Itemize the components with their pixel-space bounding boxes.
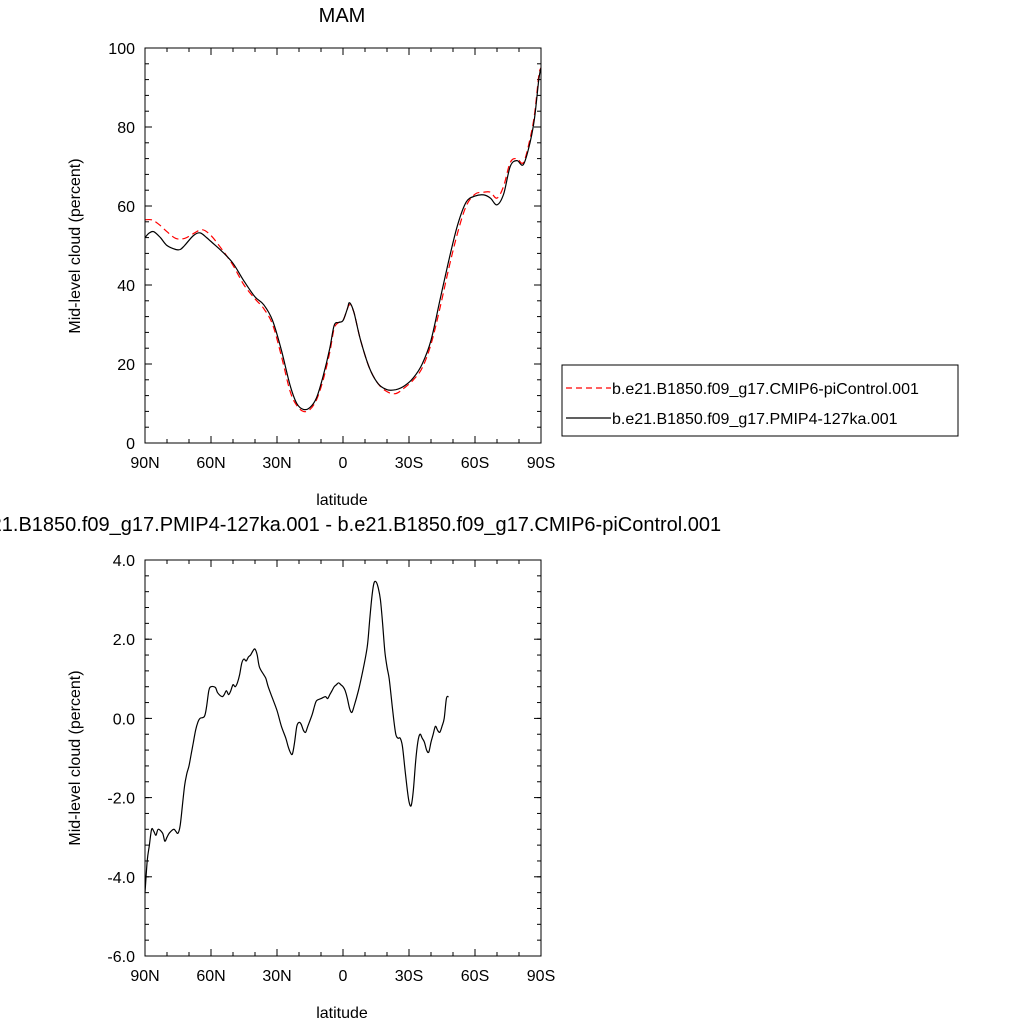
- top-y-tick-label: 20: [117, 357, 135, 374]
- top-panel: MAM latitude Mid-level cloud (percent) 9…: [67, 5, 555, 509]
- top-chart-title: MAM: [319, 5, 366, 27]
- bottom-x-tick-label: 60N: [196, 968, 225, 985]
- top-y-tick-label: 0: [126, 436, 135, 453]
- bottom-y-tick-label: 2.0: [113, 632, 135, 649]
- bottom-chart-title: b.e21.B1850.f09_g17.PMIP4-127ka.001 - b.…: [0, 514, 721, 536]
- legend-label-pmip4: b.e21.B1850.f09_g17.PMIP4-127ka.001: [612, 411, 898, 428]
- legend-box: [561, 364, 959, 437]
- bottom-axes-ticks: 90N 60N 30N 0 30S 60S 90S -6.0 -4.0 -2.0 0.0 2.0 4.0: [107, 553, 555, 985]
- top-y-tick-label: 40: [117, 278, 135, 295]
- top-x-tick-label: 90S: [527, 455, 555, 472]
- bottom-y-tick-label: -6.0: [107, 949, 135, 966]
- bottom-series-layer: [144, 580, 450, 893]
- bottom-y-axis-label: Mid-level cloud (percent): [67, 670, 84, 845]
- bottom-y-tick-label: -2.0: [107, 791, 135, 808]
- top-y-tick-label: 80: [117, 120, 135, 137]
- top-x-tick-label: 60N: [196, 455, 225, 472]
- bottom-y-tick-label: -4.0: [107, 870, 135, 887]
- top-x-tick-label: 90N: [130, 455, 159, 472]
- top-x-tick-label: 0: [339, 455, 348, 472]
- bottom-panel: b.e21.B1850.f09_g17.PMIP4-127ka.001 - b.…: [0, 514, 721, 1022]
- top-y-axis-label: Mid-level cloud (percent): [67, 158, 84, 333]
- top-x-axis-label: latitude: [316, 492, 368, 509]
- legend: b.e21.B1850.f09_g17.CMIP6-piControl.001 …: [561, 364, 959, 437]
- bottom-series-line-0: [144, 580, 450, 893]
- bottom-x-tick-label: 60S: [461, 968, 489, 985]
- top-series-line-0: [144, 67, 542, 413]
- top-y-tick-label: 60: [117, 199, 135, 216]
- bottom-y-tick-label: 0.0: [113, 711, 135, 728]
- top-x-tick-label: 30N: [262, 455, 291, 472]
- top-x-tick-label: 30S: [395, 455, 423, 472]
- bottom-plot-frame: [144, 559, 542, 957]
- bottom-x-tick-label: 90N: [130, 968, 159, 985]
- bottom-x-axis-label: latitude: [316, 1005, 368, 1022]
- legend-label-picontrol: b.e21.B1850.f09_g17.CMIP6-piControl.001: [612, 381, 919, 398]
- bottom-x-tick-label: 0: [339, 968, 348, 985]
- top-x-tick-label: 60S: [461, 455, 489, 472]
- bottom-x-tick-label: 30S: [395, 968, 423, 985]
- top-plot-frame: [144, 47, 542, 444]
- bottom-x-tick-label: 90S: [527, 968, 555, 985]
- bottom-y-tick-label: 4.0: [113, 553, 135, 570]
- bottom-x-tick-label: 30N: [262, 968, 291, 985]
- top-series-line-1: [144, 67, 542, 411]
- top-axes-ticks: 90N 60N 30N 0 30S 60S 90S 0 20 40 60 80 100: [108, 41, 555, 472]
- top-series-layer: [144, 67, 542, 413]
- top-y-tick-label: 100: [108, 41, 135, 58]
